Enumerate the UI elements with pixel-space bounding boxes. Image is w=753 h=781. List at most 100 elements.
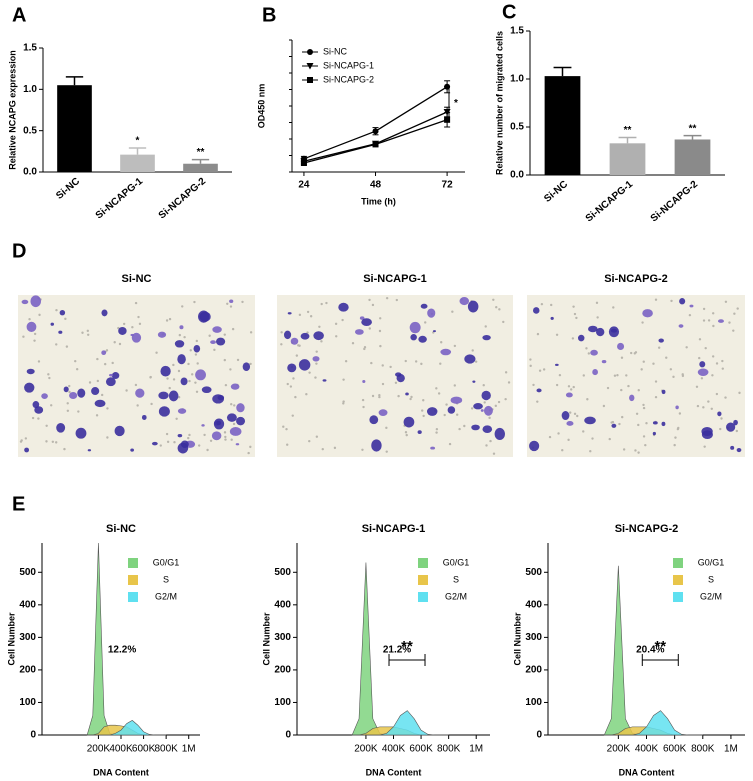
pore (385, 426, 388, 430)
pore (55, 308, 58, 312)
pore (320, 340, 323, 343)
pore (134, 383, 138, 387)
pore (286, 382, 289, 386)
pore (197, 444, 201, 447)
pore (236, 358, 240, 362)
stained-cell (41, 393, 48, 400)
pore (315, 435, 319, 438)
pore (702, 406, 705, 409)
panel-label: E (12, 493, 25, 515)
bar (57, 85, 92, 172)
pore (118, 342, 122, 346)
stained-cell (287, 312, 292, 315)
pore (627, 384, 630, 388)
pore (166, 440, 170, 444)
pore (715, 362, 719, 365)
pore (305, 393, 308, 396)
pore (187, 362, 190, 366)
pore (168, 317, 172, 321)
pore (315, 362, 318, 365)
pore (88, 381, 92, 384)
pore (735, 429, 739, 433)
stained-cell (24, 382, 35, 393)
x-tick-label: 72 (442, 180, 454, 191)
stained-cell (118, 326, 127, 335)
y-axis-label: Cell Number (261, 612, 271, 666)
pore (695, 385, 699, 389)
pore (715, 392, 719, 396)
pore (733, 312, 736, 315)
stained-cell (235, 443, 240, 446)
stained-cell (158, 406, 170, 417)
legend-swatch (673, 558, 683, 568)
y-tick-label: 400 (274, 599, 291, 610)
stained-cell (157, 331, 167, 338)
pore (378, 329, 382, 333)
x-tick-label: 400K (109, 744, 133, 755)
pore (47, 373, 50, 376)
panel-label: B (262, 4, 276, 26)
legend-label: S (163, 574, 169, 584)
pore (178, 333, 182, 337)
y-tick-label: 300 (274, 632, 291, 643)
stained-cell (158, 391, 169, 400)
pore (37, 360, 41, 363)
pore (195, 339, 199, 343)
pore (613, 374, 617, 377)
pore (536, 332, 540, 336)
pore (155, 351, 158, 354)
pore (492, 452, 496, 455)
pore (424, 321, 427, 324)
stained-cell (661, 389, 666, 395)
pore (711, 374, 714, 377)
pore (698, 356, 701, 360)
pore (381, 364, 384, 367)
pore (397, 394, 400, 398)
stained-cell (56, 422, 66, 433)
stained-cell (418, 335, 427, 343)
series-line (303, 86, 448, 160)
stained-cell (236, 416, 246, 426)
stained-cell (717, 411, 722, 417)
panel-label: A (12, 4, 26, 26)
legend-label: S (708, 574, 714, 584)
stained-cell (577, 334, 585, 342)
pore (233, 404, 236, 407)
pore (298, 313, 302, 317)
x-tick-label: Si-NCAPG-1 (94, 176, 146, 222)
stained-cell (177, 442, 189, 454)
stained-cell (697, 368, 709, 376)
pore (439, 362, 442, 365)
pore (189, 349, 192, 352)
stained-cell (359, 316, 365, 320)
stained-cell (718, 319, 724, 323)
stained-cell (30, 295, 42, 308)
stained-cell (689, 304, 694, 308)
y-axis-label: Relative NCAPG expression (7, 50, 17, 170)
significance-bracket (388, 654, 426, 666)
pore (711, 312, 715, 315)
x-tick-label: 1M (724, 744, 738, 755)
pore (453, 344, 457, 348)
y-tick-label: 0 (285, 730, 291, 741)
pore (291, 414, 294, 417)
x-tick-label: 400K (635, 744, 659, 755)
stained-cell (378, 409, 388, 416)
pore (570, 388, 573, 391)
y-tick-label: 500 (525, 567, 542, 578)
pore (571, 337, 575, 340)
pore (435, 428, 439, 431)
pore (223, 333, 226, 336)
pore (231, 327, 235, 331)
pore (635, 412, 639, 415)
pore (165, 432, 169, 436)
significance-bracket (444, 86, 450, 121)
x-tick-label: Si-NCAPG-2 (649, 179, 701, 225)
pore (738, 391, 741, 395)
stained-cell (529, 440, 540, 452)
pore (721, 367, 724, 370)
pore (55, 343, 58, 346)
pore (678, 412, 682, 415)
pore (230, 438, 233, 441)
stained-cell (141, 414, 147, 421)
